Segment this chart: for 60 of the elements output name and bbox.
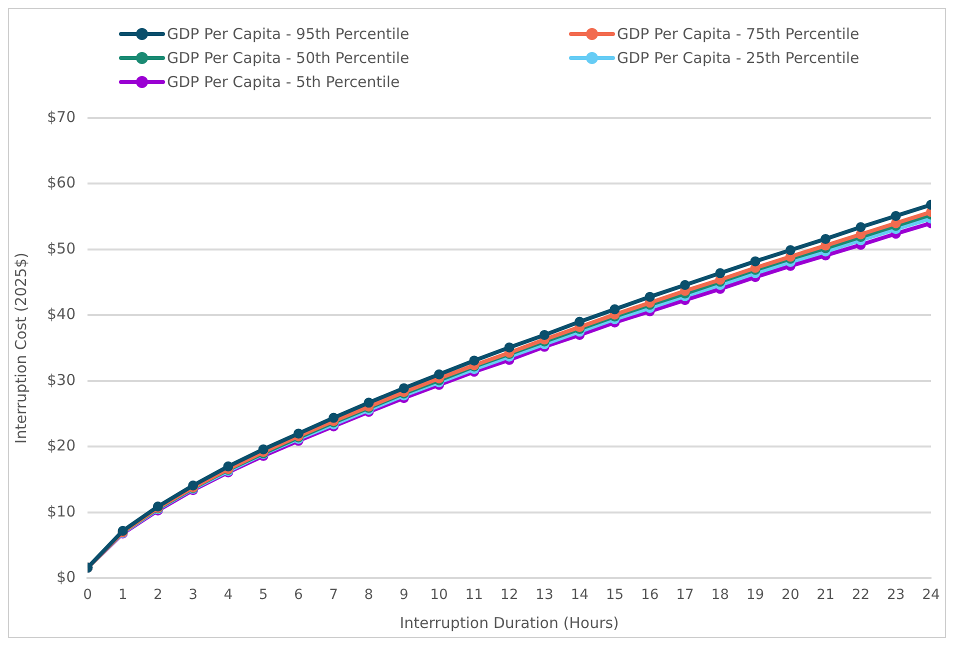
y-tick-label: $60 [46, 174, 76, 192]
y-tick-label: $20 [46, 436, 76, 455]
x-tick-label: 10 [430, 587, 448, 604]
x-tick-label: 24 [922, 587, 940, 604]
x-tick-label: 4 [224, 587, 233, 604]
y-tick-label: $70 [46, 108, 76, 126]
x-tick-label: 6 [294, 587, 304, 604]
x-tick-label: 22 [852, 587, 870, 604]
point [504, 342, 514, 352]
point [785, 245, 796, 256]
point [680, 280, 690, 290]
x-tick-label: 16 [640, 587, 659, 604]
x-tick-label: 1 [118, 587, 128, 604]
legend-label: GDP Per Capita - 75th Percentile [617, 25, 860, 43]
x-tick-label: 20 [782, 587, 800, 604]
x-tick-label: 11 [465, 587, 484, 604]
point [539, 330, 550, 340]
x-tick-label: 19 [746, 587, 764, 604]
point [856, 222, 866, 232]
x-tick-label: 14 [570, 587, 589, 604]
point [258, 444, 268, 454]
x-tick-label: 9 [399, 587, 408, 604]
x-tick-label: 21 [816, 587, 834, 604]
x-tick-label: 8 [364, 587, 374, 604]
x-tick-label: 7 [329, 587, 338, 604]
point [890, 210, 901, 221]
legend-label: GDP Per Capita - 5th Percentile [167, 73, 400, 91]
y-tick-label: $10 [46, 502, 76, 520]
x-tick-label: 3 [188, 587, 198, 604]
point [398, 383, 409, 394]
point [644, 292, 655, 302]
x-tick-label: 2 [153, 587, 162, 604]
x-tick-label: 5 [258, 587, 268, 604]
x-tick-label: 0 [83, 587, 92, 604]
legend-label: GDP Per Capita - 25th Percentile [617, 49, 860, 67]
point [434, 369, 444, 380]
point [223, 461, 234, 472]
point [610, 304, 620, 314]
point [574, 316, 585, 327]
point [293, 428, 304, 439]
point [328, 412, 339, 423]
y-tick-label: $0 [56, 568, 76, 586]
point [750, 256, 760, 266]
legend-label: GDP Per Capita - 50th Percentile [167, 49, 410, 67]
y-tick-label: $30 [46, 370, 76, 389]
x-tick-label: 18 [711, 587, 730, 604]
x-tick-label: 13 [536, 587, 554, 604]
x-tick-label: 23 [886, 587, 905, 604]
point [715, 268, 726, 278]
point [469, 356, 480, 366]
legend-label: GDP Per Capita - 95th Percentile [167, 25, 410, 43]
x-axis-title: Interruption Duration (Hours) [400, 614, 619, 632]
y-tick-label: $40 [46, 305, 76, 324]
point [820, 234, 831, 244]
x-tick-label: 12 [500, 587, 518, 604]
y-axis-title: Interruption Cost (2025$) [12, 252, 30, 444]
point [364, 398, 374, 408]
y-tick-label: $50 [46, 239, 76, 258]
x-tick-label: 15 [606, 587, 624, 604]
x-tick-label: 17 [676, 587, 694, 604]
